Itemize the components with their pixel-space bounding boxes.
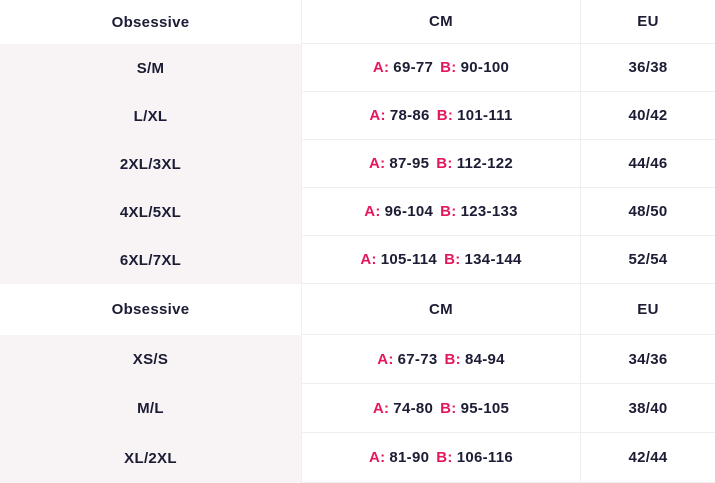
a-value: 67-73	[397, 350, 438, 368]
b-label: B:	[440, 59, 457, 76]
a-value: 69-77	[393, 59, 434, 76]
b-value: 84-94	[464, 350, 505, 368]
a-label: A:	[377, 350, 394, 368]
b-label: B:	[440, 399, 457, 417]
eu-cell: 42/44	[580, 433, 715, 483]
a-value: 87-95	[389, 155, 430, 172]
a-value: 74-80	[393, 399, 434, 417]
table-header-row: Obsessive CM EU	[0, 284, 715, 335]
size-cell: XS/S	[0, 335, 301, 384]
size-cell: M/L	[0, 384, 301, 433]
table-row: XS/S A: 67-73 B: 84-94 34/36	[0, 335, 715, 384]
a-value: 105-114	[380, 251, 438, 268]
cm-cell: A: 67-73 B: 84-94	[301, 335, 580, 384]
a-label: A:	[372, 399, 390, 417]
cm-cell: A: 96-104 B: 123-133	[301, 188, 580, 236]
a-label: A:	[364, 203, 381, 220]
size-chart-section-1: Obsessive CM EU S/M A: 69-77 B: 90-100 3…	[0, 0, 715, 284]
b-label: B:	[444, 251, 461, 268]
table-row: L/XL A: 78-86 B: 101-111 40/42	[0, 92, 715, 140]
table-row: M/L A: 74-80 B: 95-105 38/40	[0, 384, 715, 433]
eu-cell: 40/42	[580, 92, 715, 140]
a-value: 81-90	[389, 449, 430, 466]
size-cell: S/M	[0, 44, 301, 92]
eu-header: EU	[580, 284, 715, 335]
size-cell: XL/2XL	[0, 433, 301, 483]
eu-cell: 34/36	[580, 335, 715, 384]
eu-header: EU	[580, 0, 715, 44]
cm-header: CM	[301, 0, 580, 44]
cm-cell: A: 105-114 B: 134-144	[301, 236, 580, 284]
b-label: B:	[436, 449, 453, 466]
eu-cell: 36/38	[580, 44, 715, 92]
eu-cell: 38/40	[580, 384, 715, 433]
cm-cell: A: 87-95 B: 112-122	[301, 140, 580, 188]
eu-cell: 44/46	[580, 140, 715, 188]
brand-header: Obsessive	[111, 13, 190, 31]
a-label: A:	[360, 251, 377, 268]
table-row: S/M A: 69-77 B: 90-100 36/38	[0, 44, 715, 92]
table-row: 6XL/7XL A: 105-114 B: 134-144 52/54	[0, 236, 715, 284]
cm-header: CM	[301, 284, 580, 335]
table-header-row: Obsessive CM EU	[0, 0, 715, 44]
b-label: B:	[436, 107, 454, 124]
b-value: 90-100	[460, 59, 510, 76]
size-cell: 6XL/7XL	[0, 236, 301, 284]
cm-cell: A: 69-77 B: 90-100	[301, 44, 580, 92]
b-label: B:	[440, 203, 457, 220]
a-label: A:	[372, 59, 390, 76]
a-label: A:	[369, 107, 386, 124]
a-label: A:	[368, 449, 386, 466]
cm-cell: A: 78-86 B: 101-111	[301, 92, 580, 140]
brand-header: Obsessive	[111, 301, 190, 318]
table-row: 2XL/3XL A: 87-95 B: 112-122 44/46	[0, 140, 715, 188]
eu-cell: 48/50	[580, 188, 715, 236]
table-row: XL/2XL A: 81-90 B: 106-116 42/44	[0, 433, 715, 483]
eu-cell: 52/54	[580, 236, 715, 284]
a-label: A:	[368, 155, 386, 172]
size-cell: 2XL/3XL	[0, 140, 301, 188]
b-value: 95-105	[460, 399, 510, 417]
size-chart-section-2: Obsessive CM EU XS/S A: 67-73 B: 84-94 3…	[0, 284, 715, 483]
b-label: B:	[436, 155, 453, 172]
b-value: 101-111	[457, 107, 513, 124]
a-value: 96-104	[384, 203, 434, 220]
cm-cell: A: 74-80 B: 95-105	[301, 384, 580, 433]
b-value: 112-122	[456, 155, 514, 172]
size-cell: 4XL/5XL	[0, 188, 301, 236]
b-value: 106-116	[456, 449, 514, 466]
b-value: 134-144	[464, 251, 522, 268]
a-value: 78-86	[389, 107, 430, 124]
b-value: 123-133	[460, 203, 518, 220]
b-label: B:	[444, 350, 461, 368]
table-row: 4XL/5XL A: 96-104 B: 123-133 48/50	[0, 188, 715, 236]
cm-cell: A: 81-90 B: 106-116	[301, 433, 580, 483]
size-cell: L/XL	[0, 92, 301, 140]
